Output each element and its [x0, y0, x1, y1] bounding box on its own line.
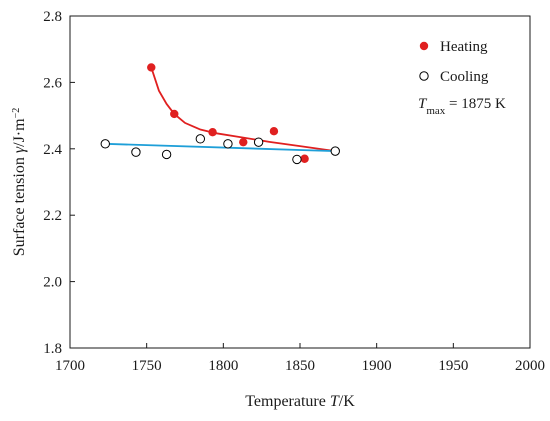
- y-tick-label: 2.4: [43, 142, 62, 158]
- cooling-point: [100, 139, 110, 149]
- heating-point: [170, 109, 179, 119]
- cooling-point: [253, 137, 264, 147]
- heating-fit-line: [150, 67, 336, 153]
- x-tick-label: 1700: [55, 358, 85, 374]
- tmax-annotation: Tmax = 1875 K: [418, 96, 506, 117]
- data-points: [100, 63, 340, 165]
- fit-lines: [105, 67, 336, 153]
- cooling-point: [195, 134, 206, 144]
- cooling-point: [223, 139, 233, 149]
- cooling-point: [131, 147, 141, 157]
- y-tick-label: 2.8: [43, 9, 62, 25]
- y-tick-label: 2.0: [43, 275, 62, 291]
- x-tick-label: 1850: [285, 358, 315, 374]
- ticks: 1700 1750 1800 1850 1900 1950 2000 1.8 2.0 2.2 2.4…: [43, 9, 545, 374]
- heating-point: [208, 128, 217, 137]
- x-tick-label: 1800: [208, 358, 238, 374]
- cooling-legend-marker: [419, 71, 429, 81]
- axes: [69, 15, 531, 349]
- y-tick-label: 1.8: [43, 341, 62, 357]
- plot-frame: [69, 15, 531, 349]
- cooling-legend-label: Cooling: [440, 69, 489, 85]
- y-axis-label: Surface tension γ/J·m−2: [11, 108, 29, 256]
- y-tick-label: 2.6: [43, 75, 62, 91]
- x-tick-label: 1750: [132, 358, 162, 374]
- x-tick-label: 2000: [515, 358, 545, 374]
- heating-legend-marker: [419, 41, 429, 51]
- cooling-point: [161, 149, 172, 160]
- legend: Heating Cooling: [419, 39, 489, 85]
- x-tick-label: 1900: [362, 358, 392, 374]
- heating-point: [147, 63, 156, 72]
- heating-point: [300, 154, 309, 163]
- cooling-point: [330, 146, 340, 156]
- x-tick-label: 1950: [438, 358, 468, 374]
- y-tick-label: 2.2: [43, 208, 62, 224]
- heating-point: [269, 127, 279, 136]
- cooling-point: [292, 154, 302, 165]
- cooling-fit-line: [105, 142, 336, 153]
- heating-legend-label: Heating: [440, 39, 488, 55]
- x-axis-label: Temperature T/K: [245, 393, 355, 410]
- heating-point: [239, 137, 248, 147]
